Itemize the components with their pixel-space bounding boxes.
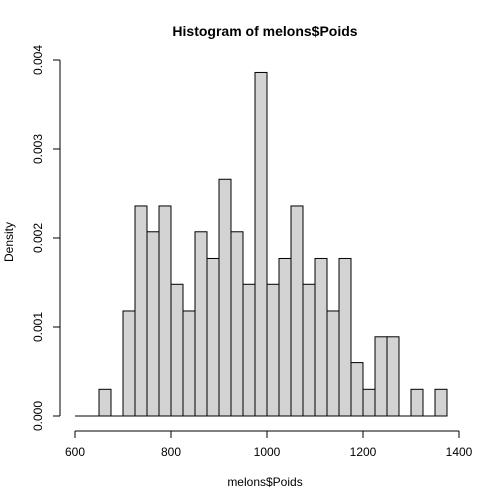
histogram-bar	[410, 388, 424, 417]
y-tick-label: 0.000	[31, 401, 45, 431]
y-tick-label: 0.002	[31, 223, 45, 253]
histogram-bar	[314, 257, 328, 417]
y-axis: 0.000 0.001 0.002 0.003 0.004	[31, 45, 61, 431]
histogram-bar	[218, 178, 232, 417]
histogram-bar	[374, 336, 388, 417]
y-tick-label: 0.001	[31, 312, 45, 342]
histogram-bar	[338, 257, 352, 417]
histogram-bar	[206, 257, 220, 417]
x-axis-label: melons$Poids	[227, 475, 302, 489]
histogram-bar	[122, 310, 136, 417]
histogram-bar	[230, 231, 244, 417]
y-axis-label: Density	[2, 222, 16, 262]
histogram-bar	[326, 310, 340, 417]
bars-group	[75, 71, 448, 417]
histogram-bar	[98, 388, 112, 417]
x-tick-label: 1200	[350, 445, 377, 459]
x-tick-label: 1000	[254, 445, 281, 459]
histogram-bar	[170, 283, 184, 417]
histogram-bar	[290, 205, 304, 417]
x-tick-label: 1400	[446, 445, 473, 459]
histogram-bar	[134, 205, 148, 417]
y-tick-label: 0.004	[31, 45, 45, 75]
histogram-bar	[302, 283, 316, 417]
histogram-bar	[362, 388, 376, 417]
histogram-bar	[242, 283, 256, 417]
histogram-bar	[350, 362, 364, 417]
x-tick-label: 800	[161, 445, 181, 459]
histogram-bar	[146, 231, 160, 417]
histogram-bar	[386, 336, 400, 417]
histogram-bar	[182, 310, 196, 417]
x-axis: 600 800 1000 1200 1400	[65, 430, 473, 459]
histogram-bar	[194, 231, 208, 417]
y-tick-label: 0.003	[31, 134, 45, 164]
histogram-bar	[266, 283, 280, 417]
x-tick-label: 600	[65, 445, 85, 459]
chart-title: Histogram of melons$Poids	[172, 23, 357, 39]
histogram-bar	[158, 205, 172, 417]
histogram-bar	[278, 257, 292, 417]
histogram-bar	[254, 71, 268, 417]
histogram-bar	[434, 388, 448, 417]
